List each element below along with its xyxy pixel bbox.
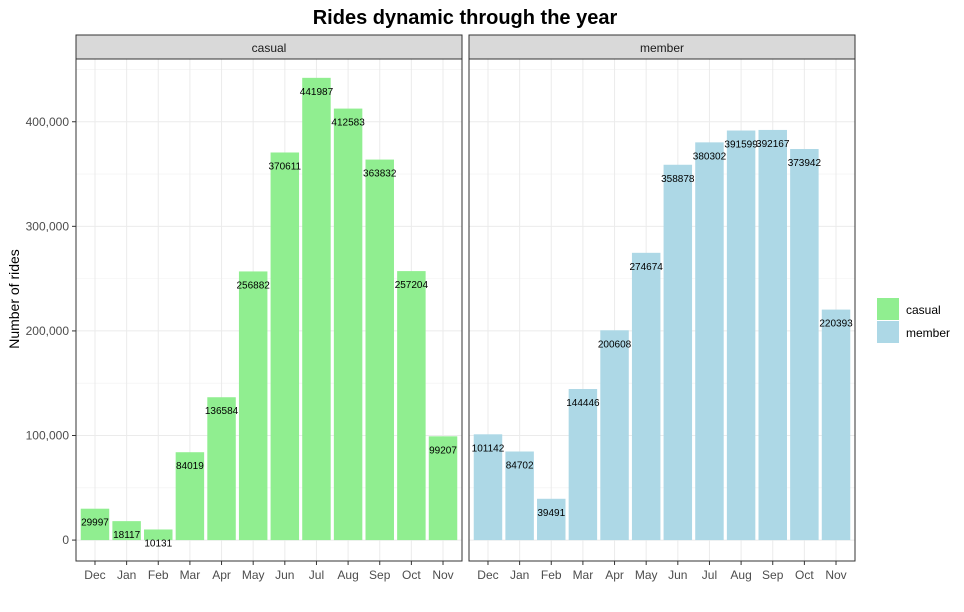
x-tick-label: Jan [510, 568, 529, 582]
x-tick-label: Jul [309, 568, 324, 582]
data-label: 84702 [506, 460, 534, 471]
bar-casual-dec [80, 508, 110, 541]
bar-casual-jul [302, 77, 331, 541]
y-tick-label: 400,000 [26, 115, 70, 129]
x-tick-label: Mar [573, 568, 594, 582]
data-label: 373942 [788, 158, 822, 169]
x-tick-label: Feb [541, 568, 562, 582]
x-tick-label: Oct [402, 568, 421, 582]
bar-casual-sep [365, 159, 394, 541]
bar-casual-aug [333, 108, 363, 541]
x-tick-label: Jul [702, 568, 717, 582]
bar-member-oct [790, 149, 819, 541]
x-tick-label: Dec [84, 568, 105, 582]
legend-swatch-member [877, 321, 899, 343]
data-label: 84019 [176, 461, 204, 472]
x-tick-label: May [242, 568, 265, 582]
data-label: 101142 [472, 443, 505, 454]
data-label: 200608 [598, 339, 632, 350]
data-label: 29997 [81, 518, 109, 529]
x-tick-label: Sep [762, 568, 784, 582]
bar-casual-may [238, 271, 268, 541]
x-tick-label: Jun [275, 568, 294, 582]
bar-member-feb [537, 498, 566, 541]
x-tick-label: Apr [605, 568, 624, 582]
data-label: 370611 [268, 161, 301, 172]
chart-title: Rides dynamic through the year [313, 7, 618, 29]
x-tick-label: Jun [668, 568, 687, 582]
bar-member-may [631, 252, 661, 541]
x-tick-label: Aug [337, 568, 358, 582]
panel-border [468, 58, 856, 562]
legend-label-member: member [906, 326, 950, 340]
data-label: 380302 [693, 151, 727, 162]
bar-member-apr [600, 330, 629, 541]
bar-member-nov [821, 309, 851, 541]
data-label: 144446 [566, 398, 600, 409]
data-label: 99207 [429, 445, 457, 456]
bar-casual-oct [397, 271, 426, 541]
legend: casual member [877, 298, 950, 343]
bar-member-jun [663, 164, 693, 541]
data-label: 392167 [756, 139, 790, 150]
data-label: 256882 [236, 280, 270, 291]
panel-border [75, 58, 463, 562]
x-tick-label: Aug [730, 568, 751, 582]
bar-member-aug [726, 130, 756, 541]
data-label: 10131 [144, 538, 172, 549]
bar-member-mar [568, 389, 598, 541]
facet-strip [468, 34, 856, 60]
bar-casual-nov [428, 436, 458, 541]
data-label: 274674 [629, 262, 663, 273]
data-label: 441987 [300, 87, 334, 98]
y-tick-label: 300,000 [26, 219, 70, 233]
data-label: 136584 [205, 406, 239, 417]
x-tick-label: Apr [212, 568, 231, 582]
x-tick-label: Oct [795, 568, 814, 582]
facets-layer: 0 100,000 200,000 300,000 400,000 casual 29997… [26, 34, 856, 582]
bar-member-jul [695, 142, 724, 541]
y-tick-label: 100,000 [26, 429, 70, 443]
bar-casual-jun [270, 152, 300, 541]
x-tick-label: Sep [369, 568, 391, 582]
x-tick-label: Mar [180, 568, 201, 582]
bar-member-jan [505, 451, 534, 541]
bar-casual-jan [112, 521, 141, 541]
x-tick-label: Feb [148, 568, 169, 582]
y-axis-label: Number of rides [6, 249, 22, 349]
x-tick-label: Dec [477, 568, 498, 582]
legend-swatch-casual [877, 298, 899, 320]
data-label: 18117 [113, 530, 141, 541]
facet-strip-label: casual [252, 41, 287, 55]
legend-label-casual: casual [906, 303, 941, 317]
bar-casual-apr [207, 397, 236, 541]
facet-strip [75, 34, 463, 60]
facet-strip-label: member [640, 41, 684, 55]
data-label: 358878 [661, 174, 695, 185]
data-label: 257204 [395, 280, 429, 291]
data-label: 363832 [363, 169, 397, 180]
data-label: 391599 [724, 140, 758, 151]
bar-casual-feb [144, 529, 173, 541]
data-label: 412583 [331, 118, 365, 129]
bar-member-dec [473, 434, 503, 541]
x-tick-label: May [635, 568, 658, 582]
y-tick-label: 0 [62, 533, 69, 547]
data-label: 220393 [819, 319, 853, 330]
y-tick-label: 200,000 [26, 324, 70, 338]
x-tick-label: Nov [825, 568, 846, 582]
bar-casual-mar [175, 452, 205, 541]
x-tick-label: Nov [432, 568, 453, 582]
data-label: 39491 [537, 508, 565, 519]
bar-member-sep [758, 129, 787, 541]
x-tick-label: Jan [117, 568, 136, 582]
